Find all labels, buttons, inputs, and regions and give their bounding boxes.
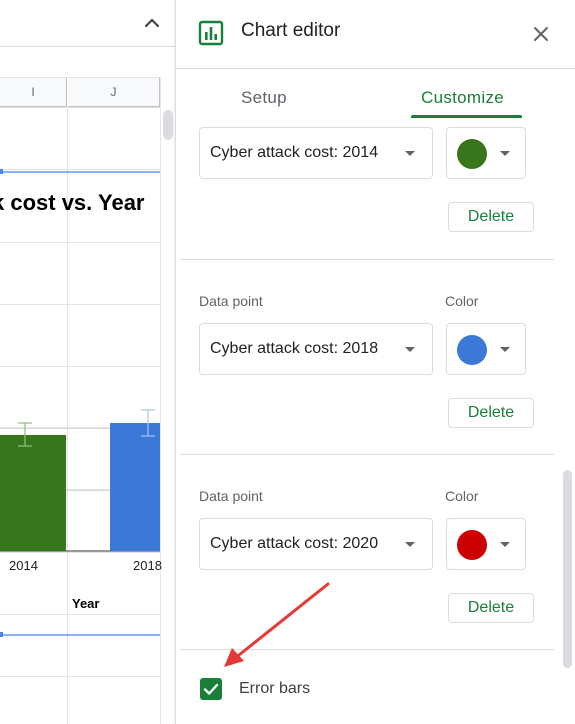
color-label: Color: [445, 488, 479, 504]
chevron-up-icon[interactable]: [141, 12, 163, 34]
color-swatch-blue: [457, 335, 487, 365]
check-icon: [203, 683, 219, 695]
chevron-down-icon: [500, 347, 510, 352]
data-point-select-value: Cyber attack cost: 2014: [210, 144, 379, 161]
active-tab-indicator: [411, 115, 522, 118]
delete-button-2018[interactable]: Delete: [448, 398, 534, 428]
chevron-down-icon: [405, 151, 415, 156]
error-bars-checkbox[interactable]: [200, 678, 222, 700]
delete-button-2020[interactable]: Delete: [448, 593, 534, 623]
color-swatch-red: [457, 530, 487, 560]
spreadsheet-area: I J: [0, 0, 175, 724]
embedded-chart[interactable]: k cost vs. Year 2014 2018 Year: [0, 0, 162, 724]
data-point-select-2020[interactable]: Cyber attack cost: 2020: [199, 518, 433, 570]
data-point-select-2014[interactable]: Cyber attack cost: 2014: [199, 127, 433, 179]
sheet-scrollbar-thumb[interactable]: [163, 110, 173, 140]
customize-content: Cyber attack cost: 2014 Delete Data poin…: [176, 118, 575, 724]
close-icon[interactable]: [530, 23, 552, 45]
section-divider: [180, 454, 554, 455]
tab-customize[interactable]: Customize: [421, 88, 505, 107]
panel-scrollbar-thumb[interactable]: [563, 470, 572, 668]
column-header-i[interactable]: I: [0, 77, 67, 107]
bar-2018: [110, 423, 160, 551]
section-divider: [180, 649, 554, 650]
data-point-label: Data point: [199, 488, 263, 504]
chart-title[interactable]: k cost vs. Year: [0, 190, 145, 215]
error-bar-2014: [18, 422, 32, 447]
data-point-select-value: Cyber attack cost: 2020: [210, 535, 379, 552]
color-label: Color: [445, 293, 479, 309]
sheet-scrollbar[interactable]: [160, 77, 175, 724]
chart-resize-handle-top: [0, 169, 3, 174]
color-picker-2014[interactable]: [446, 127, 526, 179]
chart-editor-title: Chart editor: [241, 20, 341, 41]
bar-2014: [0, 435, 66, 551]
chart-editor-header: Chart editor: [176, 0, 575, 69]
chevron-down-icon: [405, 542, 415, 547]
chart-canvas: [0, 169, 160, 637]
color-picker-2018[interactable]: [446, 323, 526, 375]
chevron-down-icon: [500, 542, 510, 547]
x-axis-title[interactable]: Year: [72, 596, 100, 611]
data-point-select-2018[interactable]: Cyber attack cost: 2018: [199, 323, 433, 375]
error-bar-2018: [141, 409, 155, 437]
tab-setup[interactable]: Setup: [241, 88, 287, 107]
x-tick-label-2014: 2014: [9, 558, 38, 573]
color-swatch-green: [457, 139, 487, 169]
sheet-toolbar: [0, 0, 175, 47]
column-header-j[interactable]: J: [68, 77, 160, 107]
x-tick-label-2018: 2018: [133, 558, 162, 573]
data-point-label: Data point: [199, 293, 263, 309]
error-bars-label[interactable]: Error bars: [239, 680, 311, 697]
chevron-down-icon: [405, 347, 415, 352]
chart-resize-handle-bottom: [0, 632, 3, 637]
chevron-down-icon: [500, 151, 510, 156]
chart-editor-panel: Chart editor Setup Customize Cyber attac…: [175, 0, 575, 724]
delete-button-2014[interactable]: Delete: [448, 202, 534, 232]
color-picker-2020[interactable]: [446, 518, 526, 570]
bar-chart-icon: [198, 20, 224, 46]
data-point-select-value: Cyber attack cost: 2018: [210, 340, 379, 357]
section-divider: [180, 259, 554, 260]
